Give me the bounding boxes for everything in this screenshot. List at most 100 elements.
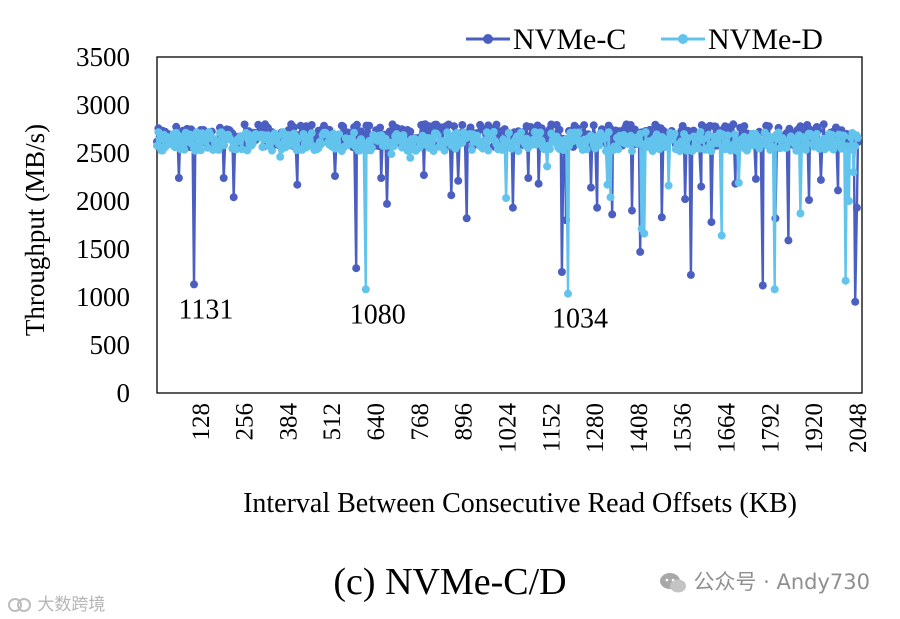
data-point — [764, 122, 773, 131]
data-point — [196, 146, 205, 155]
data-label: 1080 — [350, 299, 406, 330]
data-point — [498, 145, 506, 154]
data-point — [172, 122, 181, 131]
data-point — [452, 129, 461, 137]
data-point — [827, 130, 836, 139]
data-point — [174, 174, 183, 182]
data-point — [545, 145, 554, 153]
data-point — [580, 121, 589, 130]
data-point — [628, 206, 636, 215]
data-point — [557, 268, 566, 276]
data-point — [335, 130, 344, 139]
x-tick-label: 1152 — [538, 403, 565, 452]
logo-icon — [8, 596, 32, 614]
data-point — [662, 142, 671, 150]
data-point — [361, 285, 370, 294]
data-point — [376, 123, 385, 132]
data-point — [589, 121, 598, 130]
data-point — [462, 214, 471, 223]
data-point — [504, 128, 513, 137]
y-tick-labels: 0 500 1000 1500 2000 2500 3000 3500 — [76, 42, 130, 408]
data-point — [593, 203, 602, 212]
data-point — [244, 130, 253, 139]
data-point — [740, 122, 749, 131]
x-tick-label: 1024 — [494, 403, 521, 454]
data-labels: 1131 1080 1034 — [178, 294, 608, 334]
data-point — [377, 174, 386, 182]
x-tick-label: 896 — [451, 403, 478, 441]
data-point — [574, 128, 583, 137]
data-point — [429, 147, 438, 155]
data-point — [657, 213, 666, 222]
data-point — [670, 129, 679, 138]
data-point — [534, 179, 543, 188]
data-point — [851, 142, 860, 151]
data-point — [339, 122, 348, 131]
data-point — [595, 141, 604, 150]
data-point — [240, 120, 249, 129]
x-tick-label: 1408 — [626, 403, 653, 453]
data-point — [636, 247, 645, 256]
data-point — [664, 181, 673, 190]
data-point — [524, 174, 533, 182]
data-point — [387, 150, 396, 158]
data-point — [293, 180, 302, 189]
data-point — [273, 132, 282, 141]
y-tick-label: 1000 — [76, 282, 130, 312]
x-tick-label: 256 — [232, 403, 259, 441]
data-point — [307, 121, 316, 129]
data-point — [352, 264, 361, 273]
data-point — [606, 193, 615, 202]
data-point — [608, 210, 617, 219]
legend-label: NVMe-C — [513, 23, 626, 56]
data-point — [450, 122, 459, 131]
data-point — [758, 281, 767, 290]
data-point — [367, 143, 376, 152]
x-tick-label: 768 — [407, 403, 434, 441]
data-point — [641, 128, 650, 137]
data-point — [782, 143, 791, 152]
data-point — [648, 147, 657, 155]
legend-swatch-marker — [483, 34, 493, 44]
x-tick-label: 512 — [319, 403, 346, 441]
data-point — [770, 285, 779, 294]
y-tick-label: 3500 — [76, 42, 130, 72]
data-point — [317, 139, 326, 148]
data-point — [853, 133, 862, 142]
data-point — [681, 195, 690, 204]
data-point — [845, 197, 853, 205]
data-point — [712, 139, 721, 148]
y-tick-label: 0 — [117, 378, 131, 408]
data-point — [489, 127, 498, 136]
data-point — [536, 128, 545, 137]
data-point — [289, 123, 298, 132]
data-point — [517, 128, 526, 137]
y-tick-label: 2000 — [76, 186, 130, 216]
data-point — [180, 145, 189, 154]
data-point — [751, 174, 760, 183]
data-point — [699, 135, 708, 144]
plot-frame — [156, 56, 863, 394]
data-point — [508, 203, 517, 212]
x-tick-label: 1920 — [801, 403, 828, 453]
data-point — [467, 145, 476, 154]
data-point — [209, 145, 218, 154]
data-point — [229, 193, 238, 202]
y-tick-label: 3000 — [76, 90, 130, 120]
data-point — [365, 121, 374, 130]
data-point — [466, 123, 475, 132]
data-point — [268, 146, 276, 155]
data-point — [734, 178, 743, 187]
data-point — [355, 146, 364, 155]
data-point — [852, 203, 861, 212]
data-point — [294, 134, 302, 143]
data-point — [840, 131, 849, 140]
data-point — [307, 129, 316, 138]
data-point — [383, 199, 391, 208]
data-point — [514, 147, 523, 155]
data-point — [350, 128, 359, 137]
data-point — [816, 175, 825, 184]
x-tick-label: 1536 — [670, 403, 697, 453]
y-axis-label: Throughput (MB/s) — [20, 124, 50, 336]
